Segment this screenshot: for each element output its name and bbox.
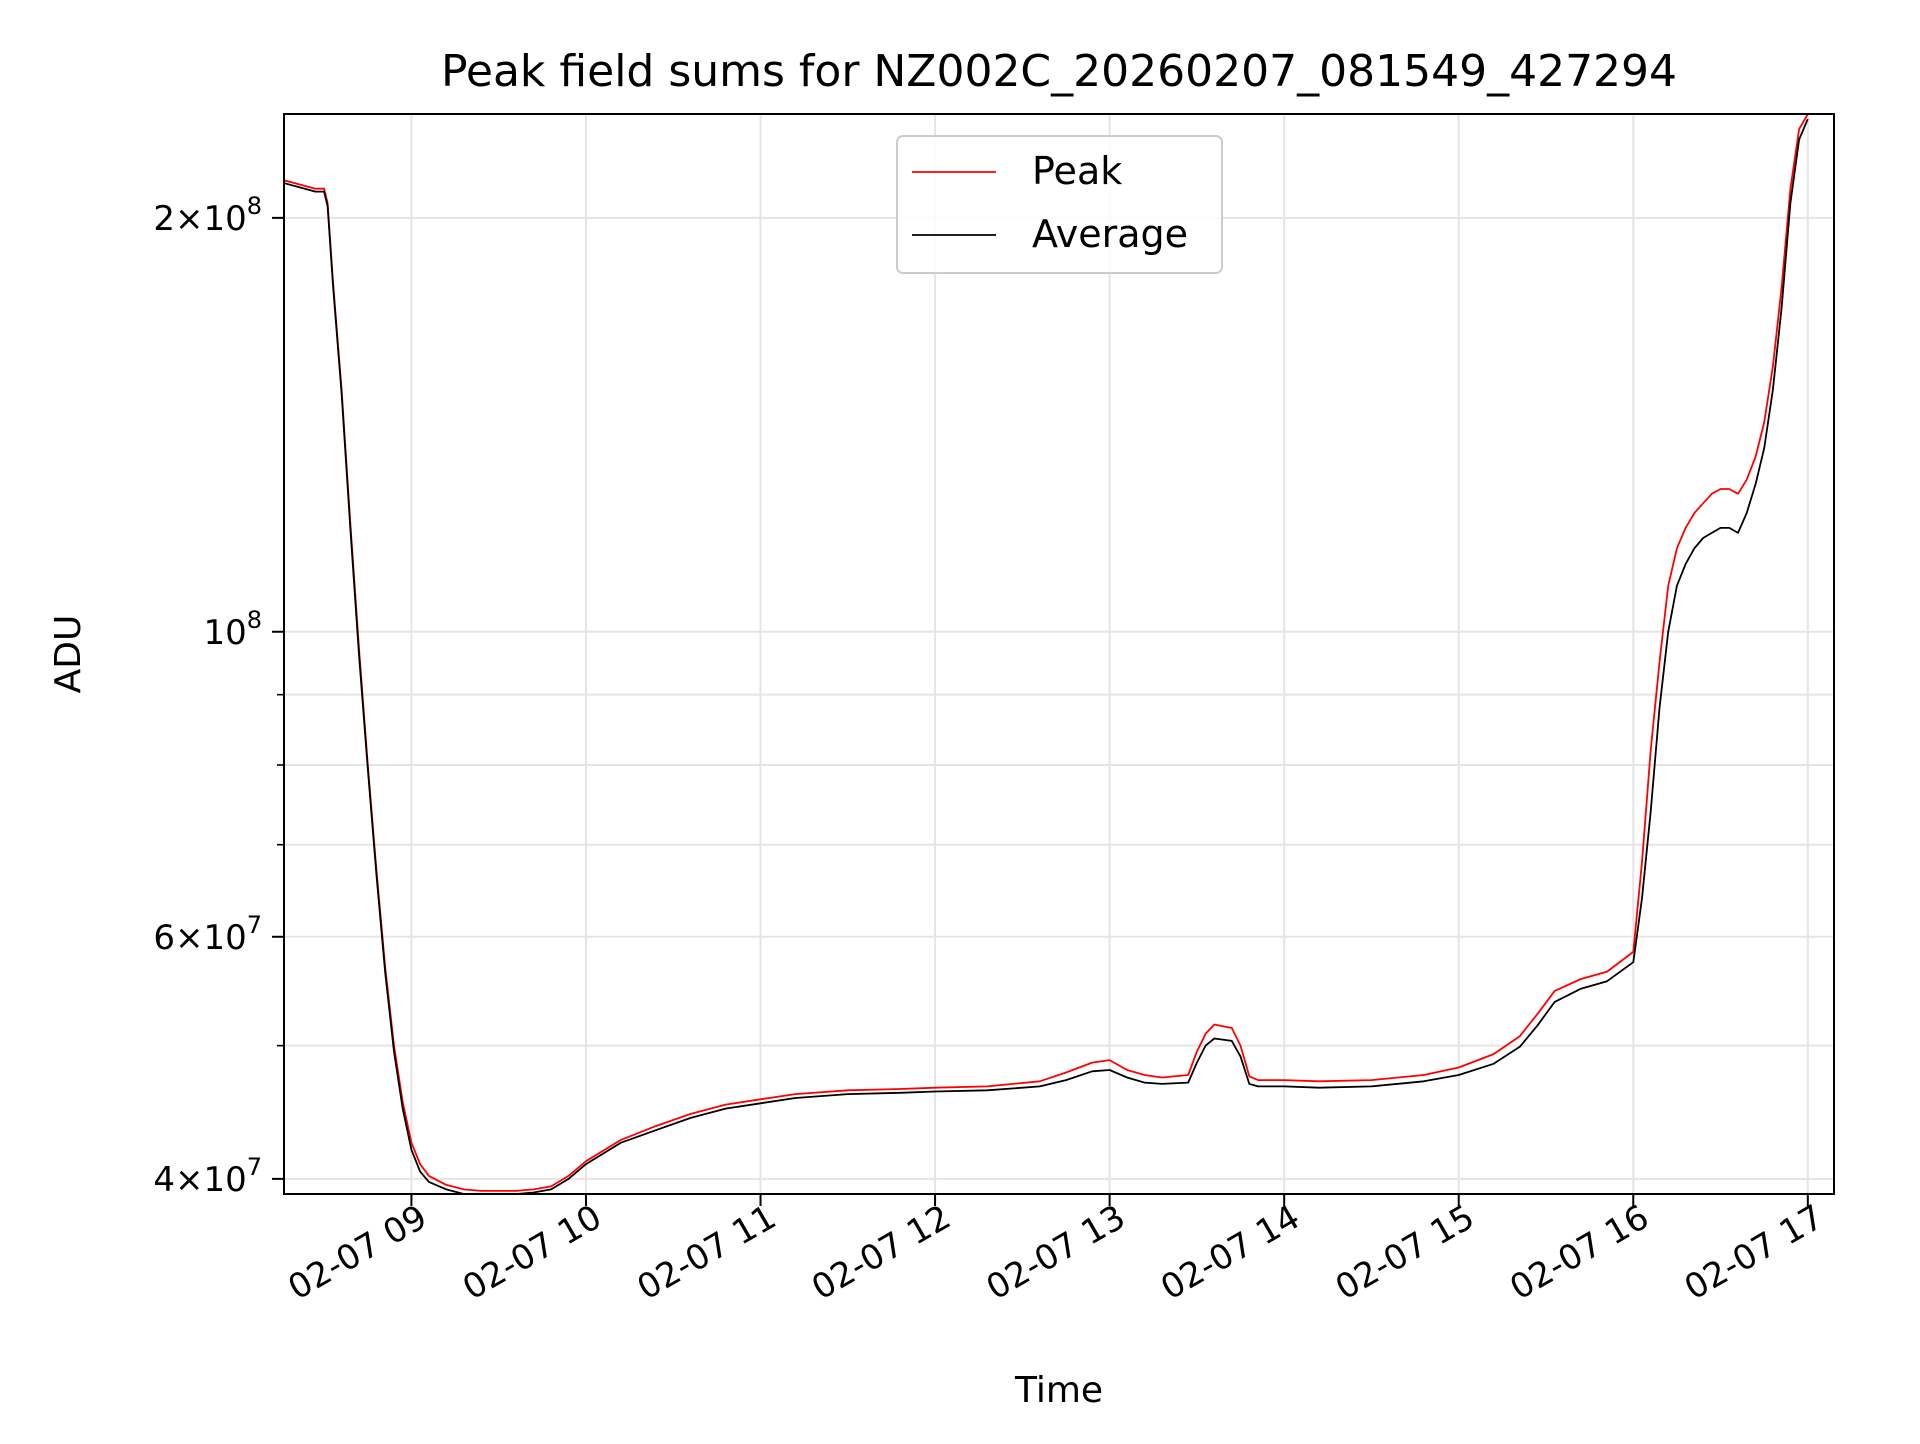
x-tick-label: 02-07 17 xyxy=(1678,1197,1830,1308)
x-tick-label: 02-07 10 xyxy=(456,1197,608,1308)
y-tick-label: 108 xyxy=(203,606,262,653)
x-tick-label: 02-07 13 xyxy=(980,1197,1132,1308)
x-tick-label: 02-07 14 xyxy=(1154,1197,1306,1308)
x-tick-label: 02-07 09 xyxy=(282,1197,434,1308)
series-line-peak xyxy=(284,114,1809,1192)
y-tick-label: 4×107 xyxy=(153,1153,262,1200)
series-line-average xyxy=(284,118,1809,1194)
x-tick-label: 02-07 15 xyxy=(1329,1197,1481,1308)
chart-title: Peak field sums for NZ002C_20260207_0815… xyxy=(441,46,1677,97)
series-lines xyxy=(284,114,1809,1194)
y-tick-label: 6×107 xyxy=(153,911,262,958)
x-tick-label: 02-07 12 xyxy=(805,1197,957,1308)
legend[interactable]: Peak Average xyxy=(896,135,1223,274)
x-axis-label: Time xyxy=(1014,1370,1103,1411)
legend-label-average: Average xyxy=(1032,212,1188,256)
grid-lines xyxy=(284,114,1834,1194)
legend-label-peak: Peak xyxy=(1032,149,1122,193)
x-tick-label: 02-07 16 xyxy=(1503,1197,1655,1308)
x-tick-label: 02-07 11 xyxy=(631,1197,783,1308)
plot-frame xyxy=(283,113,1835,1195)
axis-ticks: 02-07 09 02-07 10 02-07 11 02-07 12 02-07 13… xyxy=(153,192,1830,1308)
y-axis-label: ADU xyxy=(48,615,89,694)
legend-box xyxy=(896,135,1223,274)
y-tick-label: 2×108 xyxy=(153,192,262,239)
